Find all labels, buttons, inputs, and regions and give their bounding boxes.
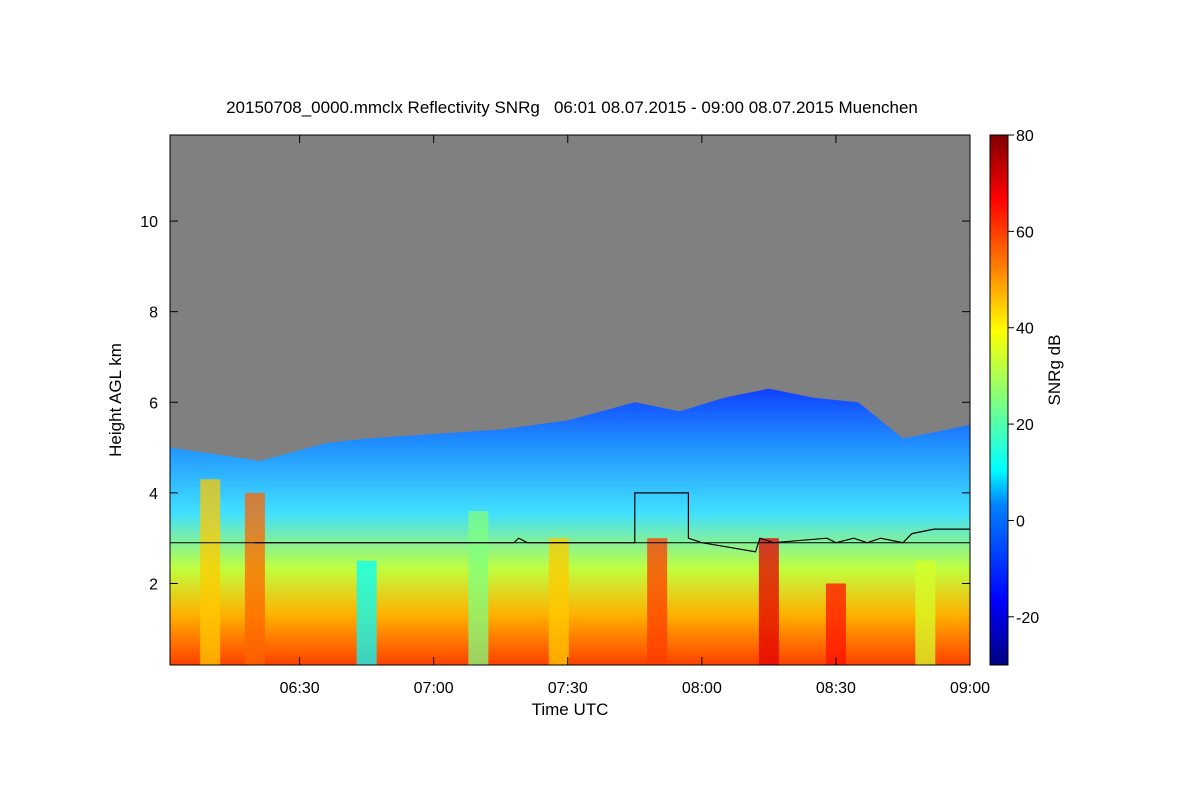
colorbar-label: SNRg dB bbox=[1045, 335, 1064, 406]
layer-height-line bbox=[254, 492, 970, 553]
snr-column bbox=[548, 538, 569, 665]
colorbar-tick-label: 0 bbox=[1016, 513, 1025, 530]
y-axis-label: Height AGL km bbox=[106, 343, 125, 457]
snr-column bbox=[356, 560, 377, 665]
colorbar-ticks: -20 0 20 40 60 80 bbox=[1008, 128, 1039, 627]
y-axis: 2 4 6 8 10 bbox=[140, 214, 970, 593]
x-tick-label: 09:00 bbox=[950, 680, 990, 697]
plot-area bbox=[169, 134, 971, 666]
snr-columns bbox=[200, 479, 936, 665]
chart-title: 20150708_0000.mmclx Reflectivity SNRg 06… bbox=[226, 98, 918, 117]
colorbar: -20 0 20 40 60 80 SNRg dB bbox=[989, 128, 1064, 666]
snr-column bbox=[647, 538, 668, 665]
colorbar-gradient bbox=[989, 134, 1009, 666]
x-tick-label: 07:00 bbox=[414, 680, 454, 697]
colorbar-tick-label: -20 bbox=[1016, 610, 1039, 627]
plot-frame bbox=[169, 134, 971, 666]
colorbar-tick-label: 80 bbox=[1016, 128, 1034, 145]
snr-column bbox=[200, 479, 221, 665]
x-axis-label: Time UTC bbox=[532, 700, 609, 719]
x-tick-label: 08:30 bbox=[816, 680, 856, 697]
x-axis: 06:30 07:00 07:30 08:00 08:30 09:00 bbox=[280, 135, 990, 697]
snr-column bbox=[915, 560, 936, 665]
colorbar-tick-label: 60 bbox=[1016, 224, 1034, 241]
snr-column bbox=[758, 538, 779, 665]
snr-column bbox=[244, 492, 265, 665]
y-tick-label: 10 bbox=[140, 214, 158, 231]
colorbar-tick-label: 20 bbox=[1016, 417, 1034, 434]
x-tick-label: 08:00 bbox=[682, 680, 722, 697]
y-tick-label: 2 bbox=[149, 576, 158, 593]
y-tick-label: 4 bbox=[149, 486, 158, 503]
x-tick-label: 06:30 bbox=[280, 680, 320, 697]
snr-column bbox=[468, 510, 489, 665]
x-tick-label: 07:30 bbox=[548, 680, 588, 697]
y-tick-label: 6 bbox=[149, 395, 158, 412]
colorbar-tick-label: 40 bbox=[1016, 321, 1034, 338]
snr-column bbox=[825, 583, 846, 665]
y-tick-label: 8 bbox=[149, 305, 158, 322]
